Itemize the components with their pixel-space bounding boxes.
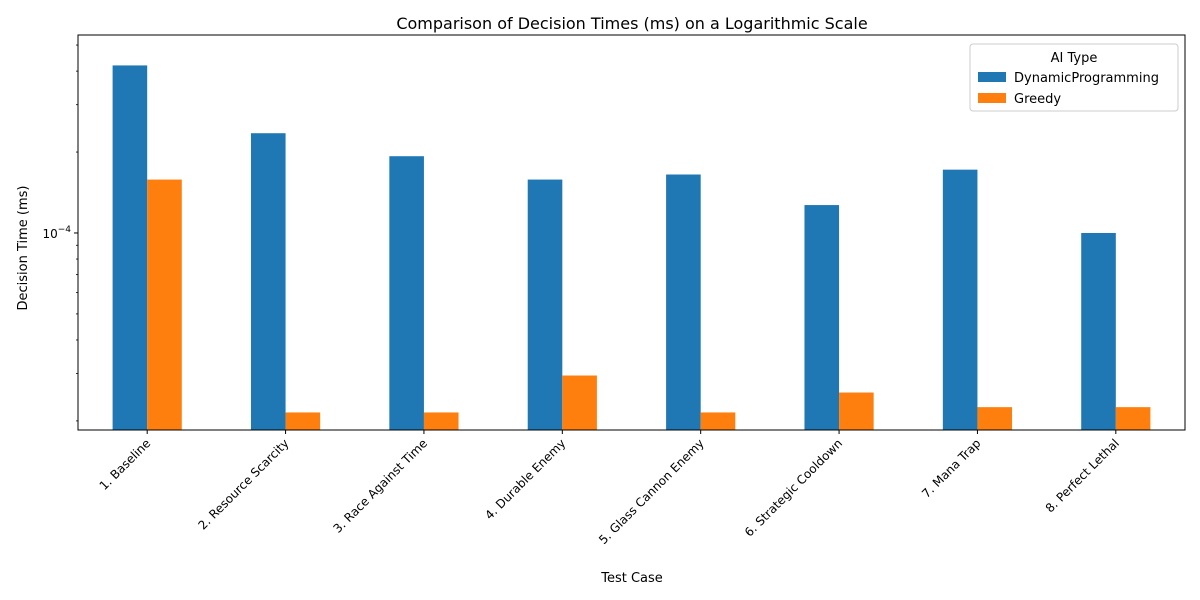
bar-greedy-5	[700, 412, 736, 430]
bar-greedy-6	[839, 392, 874, 430]
x-tick-label: 2. Resource Scarcity	[195, 436, 291, 532]
x-tick-label: 1. Baseline	[97, 436, 154, 493]
legend-swatch-1	[978, 72, 1006, 82]
bar-dynamicprogramming-1	[112, 65, 148, 430]
legend-swatch-2	[978, 93, 1006, 103]
bar-dynamicprogramming-3	[389, 156, 424, 431]
bar-dynamicprogramming-5	[666, 174, 701, 430]
x-tick-label: 8. Perfect Lethal	[1043, 436, 1122, 515]
bars-layer	[112, 65, 1151, 431]
legend-label-2: Greedy	[1014, 92, 1061, 107]
bar-dynamicprogramming-2	[250, 133, 286, 431]
axes-layer: 1. Baseline 2. Resource Scarcity 3. Race A…	[42, 34, 1186, 547]
bar-dynamicprogramming-4	[527, 179, 563, 430]
bar-greedy-3	[423, 412, 459, 430]
bar-greedy-1	[147, 179, 182, 430]
y-tick-label: 10−4	[42, 225, 71, 241]
bar-greedy-8	[1115, 407, 1151, 430]
legend-title: AI Type	[1051, 51, 1098, 66]
x-tick-label: 6. Strategic Cooldown	[742, 436, 845, 539]
legend: AI Type DynamicProgramming Greedy	[969, 43, 1179, 112]
x-tick-label: 3. Race Against Time	[331, 436, 431, 536]
bar-greedy-7	[977, 407, 1013, 430]
bar-dynamicprogramming-6	[804, 205, 840, 430]
legend-frame	[969, 43, 1179, 112]
bar-dynamicprogramming-8	[1081, 232, 1116, 430]
bar-greedy-2	[285, 412, 321, 430]
x-tick-label: 5. Glass Cannon Enemy	[596, 436, 707, 547]
x-tick-label: 7. Mana Trap	[919, 436, 984, 501]
y-axis-label: Decision Time (ms)	[16, 185, 31, 310]
x-axis-label: Test Case	[600, 571, 663, 586]
legend-label-1: DynamicProgramming	[1014, 71, 1159, 86]
x-tick-label: 4. Durable Enemy	[482, 436, 568, 522]
bar-greedy-4	[562, 375, 597, 430]
chart-title: Comparison of Decision Times (ms) on a L…	[396, 14, 867, 33]
bar-dynamicprogramming-7	[942, 169, 978, 430]
